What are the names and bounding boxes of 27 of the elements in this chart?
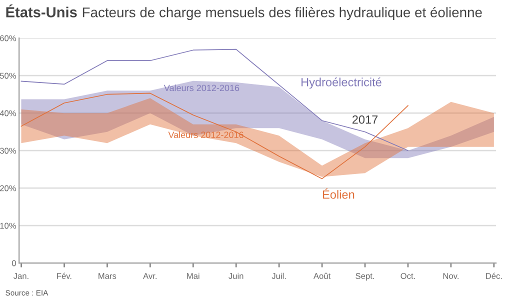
annotation: Valeurs 2012-2016: [164, 84, 240, 92]
x-tick-label: Sept.: [356, 273, 374, 281]
y-tick-label: 10%: [0, 222, 16, 229]
y-tick-label: 30%: [0, 148, 16, 154]
series-label: Éolien: [323, 188, 354, 199]
x-tick-label: Août: [313, 272, 331, 279]
x-tick-label: Juin: [228, 272, 244, 279]
x-tick-label: Jan.: [13, 273, 28, 279]
x-tick-label: Fév.: [57, 272, 72, 279]
x-tick-label: Nov.: [443, 273, 458, 279]
annotation: 2017: [352, 115, 378, 124]
y-tick-label: 60%: [0, 35, 16, 42]
line-series: [20, 92, 408, 180]
y-tick-label: 20%: [0, 185, 16, 192]
series-label: Hydroélectricité: [302, 78, 382, 89]
x-tick-label: Avr.: [143, 273, 156, 279]
chart-title: États-Unis: [6, 4, 77, 18]
y-tick-label: 0: [12, 260, 16, 266]
chart-subtitle: Facteurs de charge mensuels des filières hydraulique et éolienne: [82, 6, 482, 20]
x-tick-label: Déc.: [486, 272, 502, 279]
x-tick-label: Juil.: [272, 272, 286, 279]
x-tick-label: Oct.: [400, 273, 415, 279]
x-tick-label: Mai: [187, 272, 200, 279]
line-series: [20, 48, 408, 152]
y-tick-label: 40%: [0, 110, 16, 116]
x-tick-label: Mars: [98, 273, 116, 279]
y-tick-label: 50%: [0, 72, 16, 79]
